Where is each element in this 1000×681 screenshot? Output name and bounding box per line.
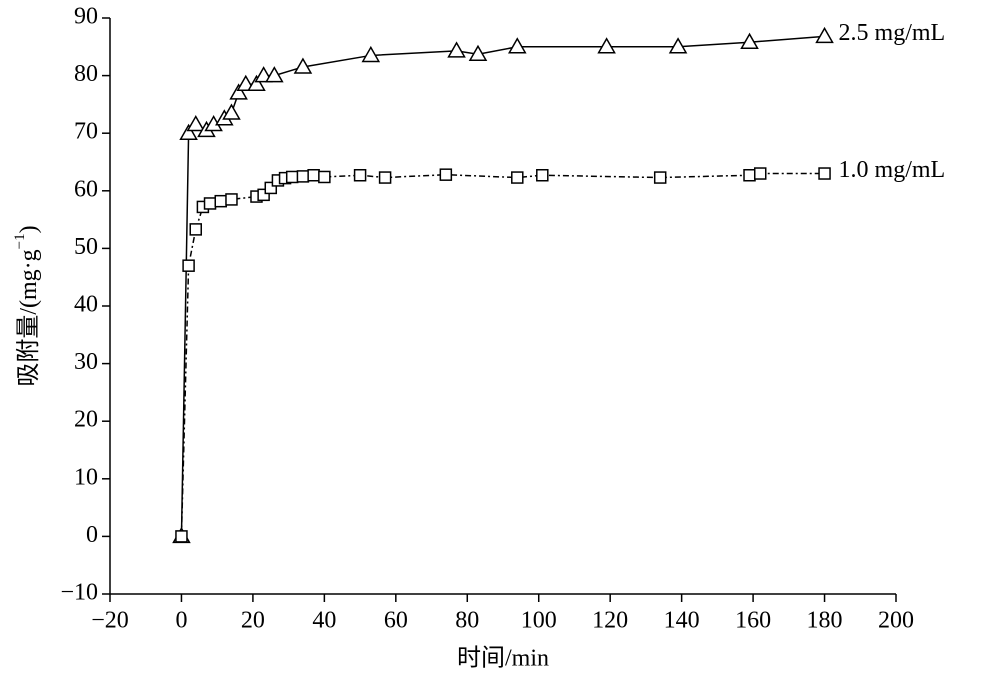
square-marker xyxy=(753,167,767,180)
series-line xyxy=(180,172,825,537)
y-tick-label: 60 xyxy=(74,176,98,202)
square-marker xyxy=(225,193,238,206)
y-axis-title-sup: −1 xyxy=(12,233,28,249)
series-label: 2.5 mg/mL xyxy=(839,20,946,46)
series-line xyxy=(180,35,825,537)
square-marker xyxy=(264,181,278,195)
triangle-marker xyxy=(447,41,466,58)
triangle-marker xyxy=(668,37,688,54)
x-tick-label: −20 xyxy=(91,608,129,634)
y-axis-title-text: 吸附量/(mg·g xyxy=(15,249,42,386)
square-marker xyxy=(536,168,549,182)
square-marker xyxy=(285,170,299,184)
triangle-marker xyxy=(597,37,616,54)
square-marker xyxy=(203,197,217,210)
triangle-marker xyxy=(293,57,313,74)
square-marker xyxy=(653,171,667,184)
triangle-marker xyxy=(186,115,206,132)
y-tick-label: 30 xyxy=(74,349,98,375)
x-tick-label: 180 xyxy=(807,608,843,634)
triangle-marker xyxy=(815,26,834,44)
triangle-marker xyxy=(265,66,284,83)
triangle-marker xyxy=(229,83,248,100)
y-tick-label: 70 xyxy=(74,119,98,145)
y-axis-title: 吸附量/(mg·g−1) xyxy=(12,225,41,386)
x-tick-label: 20 xyxy=(241,608,265,634)
square-marker xyxy=(353,168,367,182)
triangle-marker xyxy=(222,103,241,120)
square-marker xyxy=(257,188,270,202)
x-tick-label: 120 xyxy=(592,608,628,634)
triangle-marker xyxy=(740,32,759,49)
y-axis-title-close: ) xyxy=(16,225,42,233)
triangle-marker xyxy=(179,123,198,140)
y-tick-label: 20 xyxy=(74,407,98,433)
triangle-marker xyxy=(468,44,488,62)
triangle-marker xyxy=(247,74,266,91)
x-tick-label: 0 xyxy=(175,608,187,634)
y-tick-label: 0 xyxy=(86,522,98,548)
square-marker xyxy=(318,170,331,184)
square-marker xyxy=(511,171,524,184)
y-tick-label: 40 xyxy=(74,292,98,318)
square-marker xyxy=(175,530,188,543)
square-marker xyxy=(189,223,202,236)
x-axis-title: 时间/min xyxy=(457,645,549,672)
y-tick-label: −10 xyxy=(60,580,98,606)
x-tick-label: 60 xyxy=(384,608,408,634)
y-tick-label: 90 xyxy=(74,4,98,30)
y-tick-label: 80 xyxy=(74,61,98,87)
x-tick-label: 80 xyxy=(455,608,479,634)
square-marker xyxy=(182,259,195,272)
square-marker xyxy=(214,194,228,208)
x-tick-label: 40 xyxy=(312,608,336,634)
square-marker xyxy=(307,168,320,182)
series-label: 1.0 mg/mL xyxy=(839,157,946,183)
square-marker xyxy=(439,168,453,181)
square-marker xyxy=(743,168,756,182)
triangle-marker xyxy=(361,45,381,63)
x-tick-label: 160 xyxy=(735,608,771,634)
square-marker xyxy=(378,171,392,184)
square-marker xyxy=(296,170,310,183)
x-tick-label: 200 xyxy=(878,608,914,634)
triangle-marker xyxy=(507,37,527,54)
x-tick-label: 140 xyxy=(664,608,700,634)
x-tick-label: 100 xyxy=(521,608,557,634)
y-tick-label: 10 xyxy=(74,464,98,490)
y-tick-label: 50 xyxy=(74,234,98,260)
square-marker xyxy=(818,167,831,180)
